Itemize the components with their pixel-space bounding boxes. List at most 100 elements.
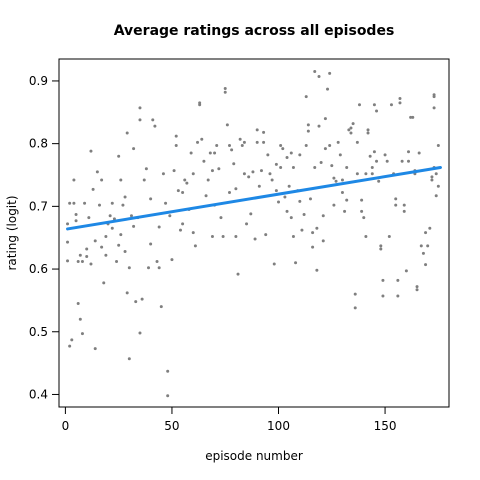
data-point-208 <box>375 109 379 113</box>
data-point-39 <box>117 243 121 247</box>
data-point-158 <box>306 129 310 133</box>
data-point-106 <box>223 90 227 94</box>
data-point-57 <box>140 297 144 301</box>
data-point-96 <box>208 151 212 155</box>
data-points <box>66 70 440 398</box>
data-point-221 <box>394 203 398 207</box>
data-point-74 <box>170 258 174 262</box>
data-point-214 <box>381 294 385 298</box>
data-point-45 <box>125 131 129 135</box>
data-point-213 <box>381 278 385 282</box>
data-point-194 <box>355 172 359 176</box>
data-point-169 <box>321 214 325 218</box>
data-point-162 <box>313 70 317 74</box>
data-point-226 <box>400 159 404 163</box>
data-point-67 <box>157 266 161 270</box>
data-point-153 <box>300 228 304 232</box>
data-point-85 <box>189 151 193 155</box>
data-point-124 <box>255 128 259 132</box>
data-point-115 <box>238 137 242 141</box>
data-point-135 <box>274 162 278 166</box>
data-point-127 <box>259 169 263 173</box>
data-point-88 <box>193 244 197 248</box>
data-point-59 <box>144 167 148 171</box>
data-point-240 <box>421 251 425 255</box>
data-point-149 <box>294 261 298 265</box>
data-point-120 <box>247 175 251 179</box>
data-point-60 <box>147 266 151 270</box>
data-point-71 <box>166 369 170 373</box>
data-point-130 <box>264 233 268 237</box>
data-point-193 <box>355 140 359 144</box>
data-point-48 <box>127 266 131 270</box>
data-point-207 <box>372 103 376 107</box>
data-point-198 <box>362 216 366 220</box>
data-point-229 <box>404 269 408 273</box>
data-point-61 <box>149 197 153 201</box>
data-point-70 <box>164 201 168 205</box>
data-point-175 <box>328 144 332 148</box>
data-point-51 <box>132 224 136 228</box>
data-point-228 <box>402 203 406 207</box>
data-point-218 <box>389 103 393 107</box>
data-point-108 <box>227 144 231 148</box>
data-point-217 <box>387 234 391 238</box>
data-point-182 <box>340 178 344 182</box>
data-point-29 <box>102 281 106 285</box>
data-point-121 <box>249 212 253 216</box>
data-point-42 <box>121 203 125 207</box>
data-point-77 <box>174 144 178 148</box>
data-point-230 <box>407 150 411 154</box>
data-point-148 <box>291 234 295 238</box>
x-tick-label-3: 150 <box>374 419 397 433</box>
data-point-123 <box>253 237 257 241</box>
data-point-166 <box>317 124 321 128</box>
data-point-144 <box>287 184 291 188</box>
data-point-251 <box>430 175 434 179</box>
data-point-210 <box>377 179 381 183</box>
data-point-35 <box>110 201 114 205</box>
data-point-203 <box>368 154 372 158</box>
data-point-49 <box>129 214 133 218</box>
data-point-43 <box>123 195 127 199</box>
data-point-172 <box>323 147 327 151</box>
data-point-19 <box>87 216 91 220</box>
data-point-146 <box>289 216 293 220</box>
data-point-55 <box>138 106 142 110</box>
data-point-15 <box>80 260 84 264</box>
data-point-119 <box>245 222 249 226</box>
data-point-139 <box>279 165 283 169</box>
data-point-133 <box>270 178 274 182</box>
data-point-27 <box>100 178 104 182</box>
data-point-138 <box>279 144 283 148</box>
data-point-250 <box>436 184 440 188</box>
data-point-201 <box>366 131 370 135</box>
data-point-159 <box>308 197 312 201</box>
data-point-176 <box>330 164 334 168</box>
data-point-197 <box>360 209 364 213</box>
data-point-116 <box>240 144 244 148</box>
data-point-30 <box>104 253 108 257</box>
x-tick-label-1: 50 <box>164 419 179 433</box>
data-point-237 <box>415 288 419 292</box>
data-point-118 <box>242 172 246 176</box>
data-point-105 <box>223 86 227 90</box>
data-point-160 <box>311 231 315 235</box>
data-point-164 <box>315 268 319 272</box>
data-point-5 <box>70 338 74 342</box>
plot-frame <box>58 58 450 408</box>
data-point-38 <box>117 154 121 158</box>
data-point-18 <box>85 247 89 251</box>
data-point-10 <box>76 260 80 264</box>
data-point-6 <box>72 178 76 182</box>
data-point-104 <box>221 234 225 238</box>
data-point-0 <box>66 240 70 244</box>
data-point-68 <box>159 305 163 309</box>
y-axis: 0.4 0.5 0.6 0.7 0.8 0.9 <box>29 74 59 401</box>
data-point-99 <box>213 151 217 155</box>
trend-line <box>66 165 442 231</box>
data-point-168 <box>319 160 323 164</box>
data-point-78 <box>176 189 180 193</box>
data-point-248 <box>432 95 436 99</box>
x-axis-label: episode number <box>205 449 303 463</box>
